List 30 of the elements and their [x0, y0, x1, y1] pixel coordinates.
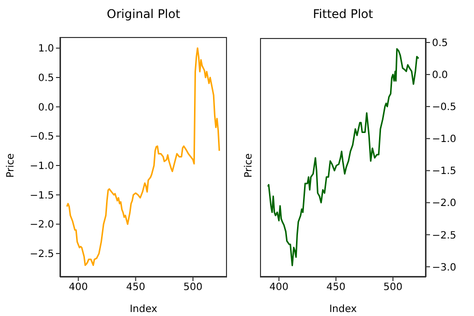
line-series	[267, 48, 420, 266]
x-tick-label: 450	[326, 282, 346, 294]
y2-tick-label: 0.0	[432, 70, 448, 82]
y-tick-label: −2.0	[30, 220, 54, 231]
y-tick-label: −0.5	[30, 132, 54, 143]
y2-tick-label: −2.0	[432, 198, 456, 210]
y-tick-label: 0.5	[38, 73, 54, 84]
x-tick-label: 500	[383, 282, 402, 294]
y-tick-label: −1.5	[30, 190, 54, 202]
y-tick-label: −2.5	[30, 249, 54, 260]
y-axis-title: Price	[244, 152, 254, 178]
y2-tick-label: −2.5	[432, 230, 456, 242]
line-series	[66, 47, 220, 266]
x-axis-title: Index	[130, 304, 158, 315]
chart-title: Fitted Plot	[312, 7, 374, 21]
x-tick-label: 500	[183, 282, 203, 294]
y-tick-label: 0.0	[38, 102, 54, 114]
y2-tick-label: −3.0	[432, 262, 456, 274]
chart-title: Original Plot	[106, 7, 182, 21]
y2-tick-label: 0.5	[432, 38, 448, 50]
x-tick-label: 400	[269, 282, 288, 294]
y-axis-title: Price	[6, 152, 16, 178]
x-axis-title: Index	[329, 304, 357, 315]
y2-tick-label: −0.5	[432, 102, 456, 114]
y-tick-label: 1.0	[38, 44, 54, 55]
y2-tick-label: −1.0	[432, 134, 456, 146]
x-tick-label: 400	[68, 282, 88, 294]
y-tick-label: −1.0	[30, 161, 54, 172]
y2-tick-label: −1.5	[432, 166, 456, 178]
x-tick-label: 450	[126, 282, 146, 294]
